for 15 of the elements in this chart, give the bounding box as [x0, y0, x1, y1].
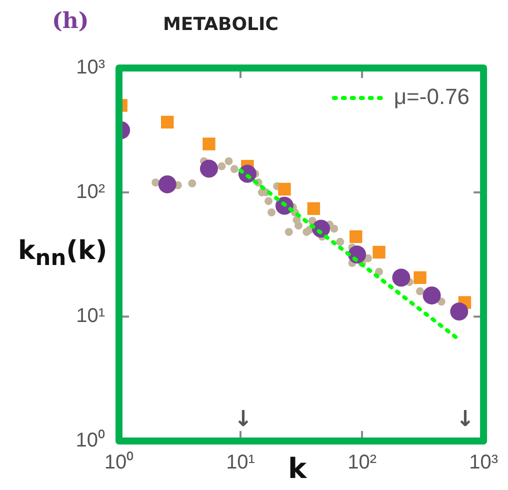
y-tick-label: 10² — [76, 180, 106, 203]
y-axis-title: k$_{nn}$(k) — [18, 236, 108, 272]
y-tick-label: 10¹ — [76, 305, 106, 328]
text: (h) — [52, 8, 89, 34]
x-axis-title: k — [288, 452, 307, 485]
x-tick-label: 10⁰ — [104, 450, 134, 474]
chart-title: METABOLIC — [163, 14, 278, 35]
x-tick-label: 10¹ — [226, 452, 256, 474]
legend-label: μ=-0.76 — [394, 84, 470, 110]
y-tick-label: 10⁰ — [76, 428, 105, 452]
annotation: ↓ — [456, 407, 474, 432]
x-tick-label: 10² — [348, 452, 377, 474]
y-tick-label: 10³ — [76, 56, 106, 79]
annotation: ↓ — [234, 407, 252, 432]
x-tick-label: 10³ — [469, 452, 498, 474]
